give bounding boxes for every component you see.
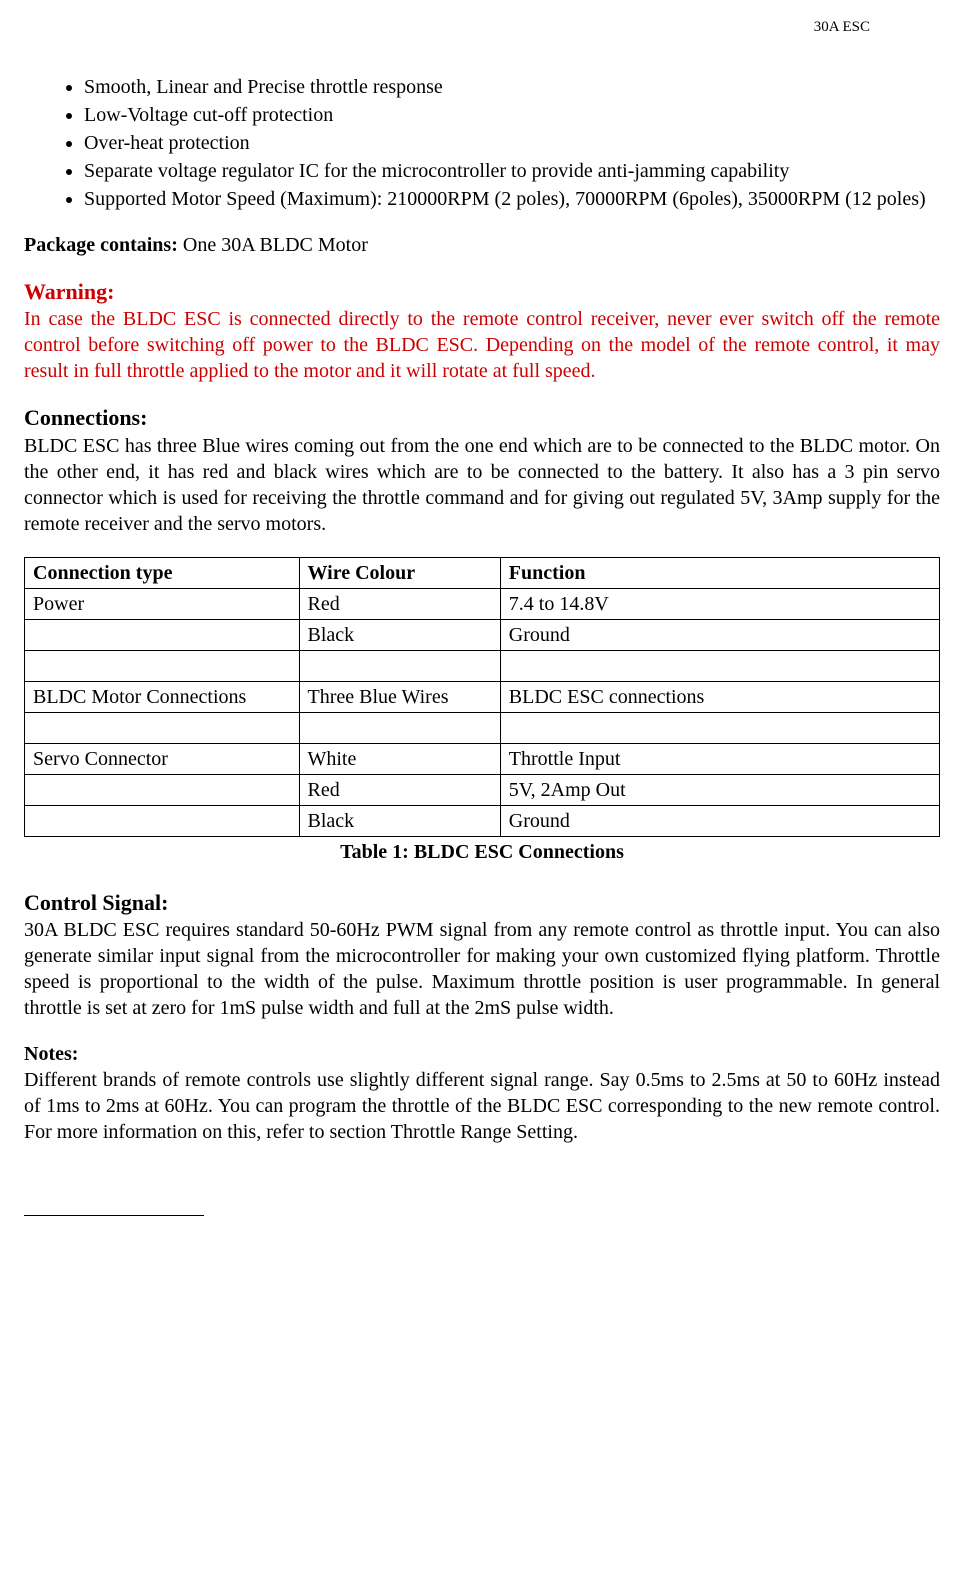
control-signal-body: 30A BLDC ESC requires standard 50-60Hz P…	[24, 917, 940, 1021]
footnote-separator	[24, 1215, 204, 1216]
connections-body: BLDC ESC has three Blue wires coming out…	[24, 433, 940, 537]
table-header-row: Connection type Wire Colour Function	[25, 557, 940, 588]
control-signal-heading: Control Signal:	[24, 889, 940, 918]
table-row	[25, 650, 940, 681]
package-label: Package contains:	[24, 234, 183, 256]
page-header-right: 30A ESC	[24, 18, 940, 38]
package-value: One 30A BLDC Motor	[183, 234, 368, 256]
table-row: PowerRed7.4 to 14.8V	[25, 588, 940, 619]
list-item: Separate voltage regulator IC for the mi…	[84, 158, 940, 184]
table-row: BlackGround	[25, 805, 940, 836]
list-item: Over-heat protection	[84, 130, 940, 156]
table-header: Function	[500, 557, 939, 588]
list-item: Supported Motor Speed (Maximum): 210000R…	[84, 186, 940, 212]
table-header: Wire Colour	[299, 557, 500, 588]
feature-list: Smooth, Linear and Precise throttle resp…	[24, 74, 940, 212]
package-contains: Package contains: One 30A BLDC Motor	[24, 232, 940, 258]
table-row: BlackGround	[25, 619, 940, 650]
warning-heading: Warning:	[24, 278, 940, 307]
connections-heading: Connections:	[24, 404, 940, 433]
notes-heading: Notes:	[24, 1041, 940, 1067]
table-header: Connection type	[25, 557, 300, 588]
connections-table: Connection type Wire Colour Function Pow…	[24, 557, 940, 837]
warning-body: In case the BLDC ESC is connected direct…	[24, 306, 940, 384]
list-item: Low-Voltage cut-off protection	[84, 102, 940, 128]
table-body: PowerRed7.4 to 14.8V BlackGround BLDC Mo…	[25, 588, 940, 836]
table-row: Red5V, 2Amp Out	[25, 774, 940, 805]
table-caption: Table 1: BLDC ESC Connections	[24, 839, 940, 865]
notes-body: Different brands of remote controls use …	[24, 1067, 940, 1145]
table-row: BLDC Motor ConnectionsThree Blue WiresBL…	[25, 681, 940, 712]
table-row	[25, 712, 940, 743]
list-item: Smooth, Linear and Precise throttle resp…	[84, 74, 940, 100]
table-row: Servo ConnectorWhiteThrottle Input	[25, 743, 940, 774]
